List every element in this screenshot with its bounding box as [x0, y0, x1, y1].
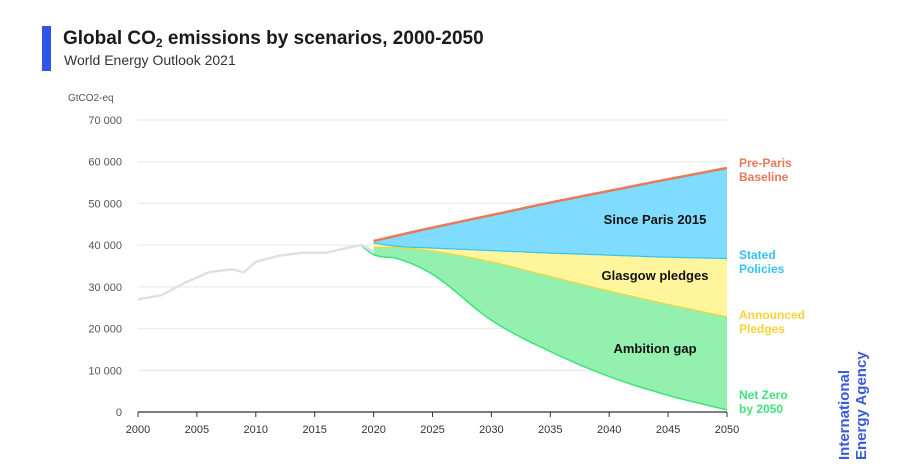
title-suffix: emissions by scenarios, 2000-2050: [162, 28, 484, 49]
x-tick-label: 2020: [361, 424, 385, 436]
title-prefix: Global CO: [63, 28, 156, 49]
pre-paris-line: [373, 166, 728, 243]
brand-line-1: International: [836, 369, 853, 460]
since-paris-area: [373, 168, 727, 259]
title-subscript: 2: [155, 36, 163, 50]
ambition-gap-label: Ambition gap: [613, 341, 696, 356]
accent-bar: [42, 26, 51, 71]
stated-policies-end-label-line-1: Stated: [739, 248, 776, 262]
historical-line: [137, 243, 375, 301]
y-axis-label: GtCO2-eq: [68, 93, 114, 104]
brand-line-2: Energy Agency: [853, 351, 870, 460]
x-tick-label: 2040: [597, 424, 621, 436]
iea-brand: International Energy Agency: [836, 351, 870, 460]
announced-pledges-end-label-line-2: Pledges: [739, 322, 785, 336]
glasgow-area: [373, 243, 727, 317]
x-tick-label: 2015: [302, 424, 326, 436]
glasgow-label: Glasgow pledges: [602, 268, 709, 283]
y-tick-label: 60 000: [88, 157, 122, 169]
stated-policies-end-label-line-2: Policies: [739, 262, 785, 276]
announced-pledges-line: [373, 246, 728, 318]
x-tick-label: 2035: [538, 424, 562, 436]
pre-paris-end-label-line-2: Baseline: [739, 170, 789, 184]
x-tick-label: 2025: [420, 424, 444, 436]
y-tick-label: 50 000: [88, 198, 122, 210]
announced-pledges-end-label-line-1: Announced: [739, 308, 805, 322]
x-tick-label: 2030: [479, 424, 503, 436]
chart-title: Global CO2 emissions by scenarios, 2000-…: [63, 28, 484, 50]
y-tick-label: 40 000: [88, 240, 122, 252]
pre-paris-end-label-line-1: Pre-Paris: [739, 156, 792, 170]
since-paris-label: Since Paris 2015: [604, 212, 707, 227]
y-tick-label: 30 000: [88, 282, 122, 294]
net-zero-end-label-line-2: by 2050: [739, 402, 783, 416]
y-tick-label: 10 000: [88, 365, 122, 377]
x-tick-label: 2045: [656, 424, 680, 436]
chart-subtitle: World Energy Outlook 2021: [64, 52, 236, 68]
y-tick-label: 0: [116, 407, 122, 419]
x-tick-label: 2050: [715, 424, 739, 436]
x-tick-label: 2000: [126, 424, 150, 436]
x-tick-label: 2005: [185, 424, 209, 436]
ambition-gap-area: [373, 247, 727, 410]
x-tick-label: 2010: [244, 424, 268, 436]
stated-policies-line: [373, 242, 728, 260]
net-zero-end-label-line-1: Net Zero: [739, 388, 788, 402]
y-tick-label: 20 000: [88, 324, 122, 336]
net-zero-line: [361, 245, 728, 411]
y-tick-label: 70 000: [88, 115, 122, 127]
